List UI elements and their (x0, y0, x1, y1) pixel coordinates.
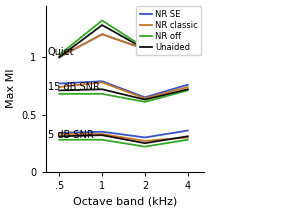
Text: 15 dB SNR: 15 dB SNR (48, 82, 100, 92)
Legend: NR SE, NR classic, NR off, Unaided: NR SE, NR classic, NR off, Unaided (136, 6, 201, 55)
Text: Quiet: Quiet (48, 47, 74, 57)
Text: 5 dB SNR: 5 dB SNR (48, 130, 94, 140)
X-axis label: Octave band (kHz): Octave band (kHz) (73, 197, 177, 206)
Y-axis label: Max MI: Max MI (6, 69, 16, 109)
